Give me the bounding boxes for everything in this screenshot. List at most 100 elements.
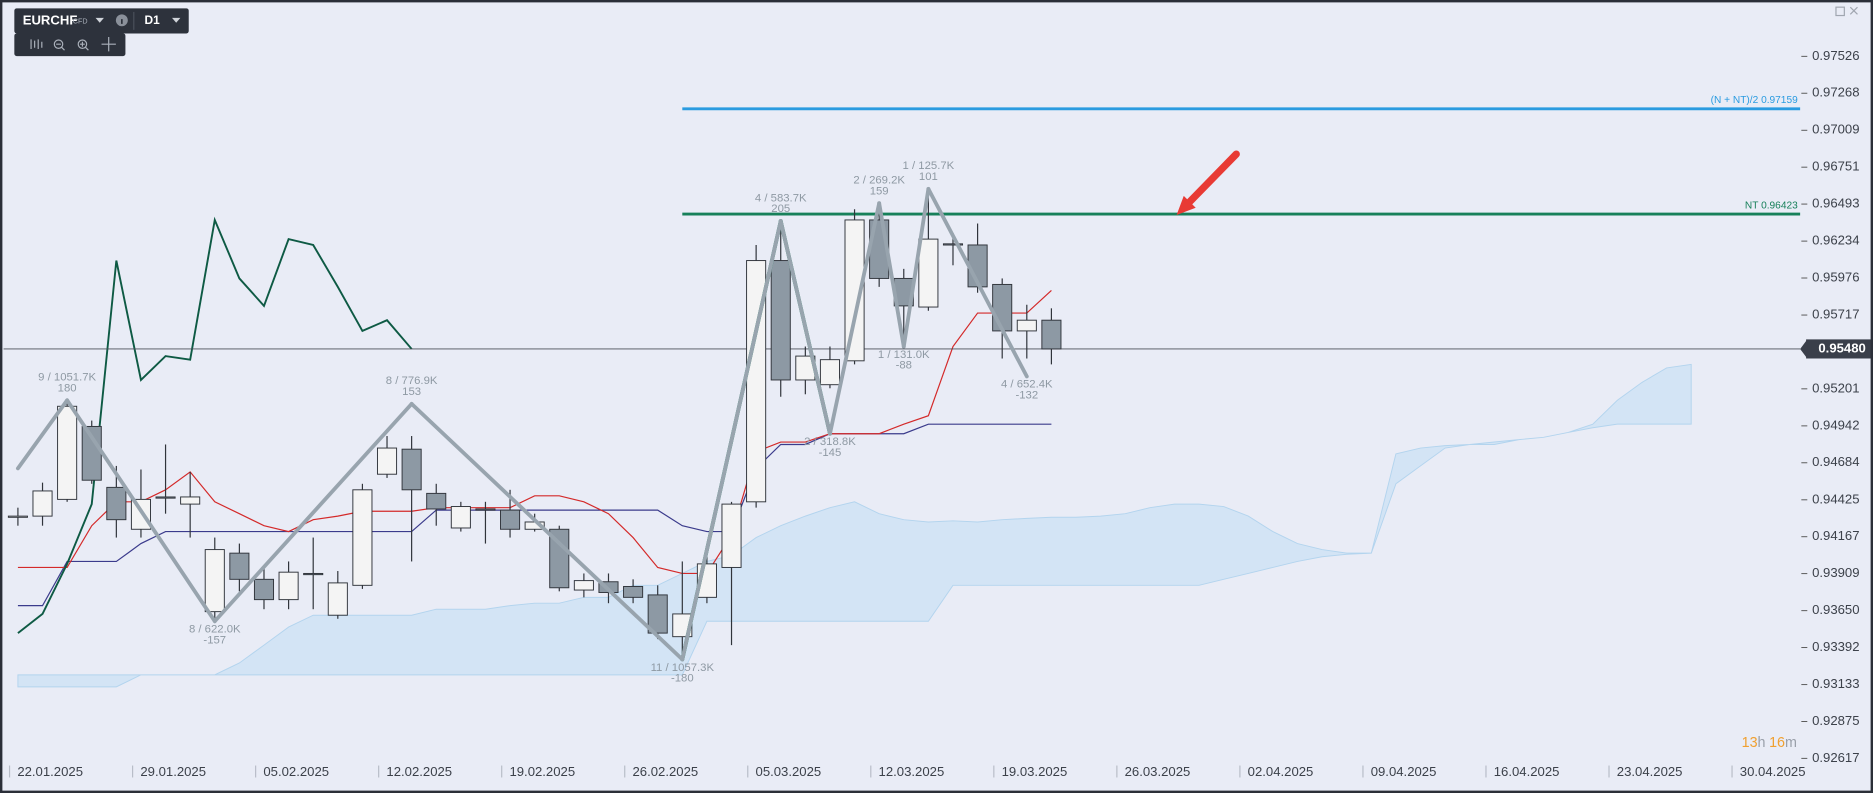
zigzag-count: 1 / 131.0K bbox=[878, 349, 930, 361]
candle-body bbox=[450, 506, 471, 529]
zigzag-segment bbox=[65, 398, 217, 624]
level-label: NT 0.96423 bbox=[1745, 200, 1798, 211]
zigzag-segment bbox=[778, 219, 832, 436]
candle-body bbox=[573, 580, 594, 591]
arrow-shaft bbox=[1184, 150, 1240, 207]
zigzag-segment bbox=[16, 398, 70, 471]
zigzag-segment bbox=[212, 401, 414, 624]
zigzag-count: 11 / 1057.3K bbox=[651, 662, 715, 674]
candle-body bbox=[844, 219, 865, 362]
zigzag-change: -180 bbox=[671, 673, 694, 685]
y-tick-label: 0.92617 bbox=[1812, 750, 1859, 765]
candle-body bbox=[278, 571, 299, 601]
y-tick-label: 0.96234 bbox=[1812, 233, 1859, 248]
zigzag-change: -145 bbox=[819, 447, 842, 459]
zigzag-change: 101 bbox=[919, 171, 938, 183]
y-tick-label: 0.93392 bbox=[1812, 639, 1859, 654]
zigzag-segment bbox=[409, 401, 685, 662]
y-tick-label: 0.92875 bbox=[1812, 713, 1859, 728]
timeframe[interactable]: D1 bbox=[145, 13, 161, 27]
candle-body bbox=[303, 572, 324, 576]
ichimoku-cloud bbox=[17, 363, 1692, 688]
zigzag-change: -88 bbox=[896, 360, 912, 372]
y-tick-label: 0.93909 bbox=[1812, 565, 1859, 580]
candle-body bbox=[942, 243, 964, 246]
candle-body bbox=[647, 594, 668, 634]
candle-body bbox=[204, 549, 225, 613]
zigzag-segment bbox=[877, 201, 906, 349]
zoom-in-icon[interactable] bbox=[77, 39, 88, 49]
candle-body bbox=[180, 496, 201, 505]
close-icon[interactable] bbox=[1849, 6, 1858, 15]
zigzag-change: 159 bbox=[870, 185, 889, 197]
y-tick-label: 0.94167 bbox=[1812, 528, 1859, 543]
y-tick-label: 0.95976 bbox=[1812, 269, 1859, 284]
zoom-in-glyph bbox=[80, 41, 89, 51]
x-tick-label: 30.04.2025 bbox=[1740, 764, 1806, 779]
y-tick-label: 0.94942 bbox=[1812, 417, 1859, 432]
candle-body bbox=[623, 585, 644, 598]
candle-body bbox=[253, 578, 275, 601]
y-tick-label: 0.97526 bbox=[1812, 48, 1859, 63]
last-price-pointer bbox=[1800, 339, 1808, 359]
zigzag-change: 153 bbox=[402, 386, 421, 398]
x-tick-label: 02.04.2025 bbox=[1248, 764, 1314, 779]
symbol-dropdown[interactable] bbox=[95, 17, 104, 23]
candle-body bbox=[155, 496, 176, 499]
tenkan-line bbox=[17, 290, 1052, 575]
y-tick-label: 0.95201 bbox=[1812, 380, 1859, 395]
candle-body bbox=[401, 448, 422, 491]
y-tick-label: 0.94425 bbox=[1812, 491, 1859, 506]
candle-body bbox=[106, 486, 127, 521]
x-tick-label: 19.02.2025 bbox=[509, 764, 575, 779]
zigzag-segment bbox=[828, 201, 882, 436]
chart-type-icon[interactable] bbox=[30, 39, 43, 49]
cloud-layer bbox=[17, 363, 1692, 688]
zigzag-count: 2 / 269.2K bbox=[853, 175, 905, 187]
candle-body bbox=[549, 528, 570, 589]
symbol-bar[interactable] bbox=[14, 8, 189, 34]
x-tick-label: 12.03.2025 bbox=[879, 764, 945, 779]
y-tick-label: 0.96751 bbox=[1812, 159, 1859, 174]
timeframe-dropdown[interactable] bbox=[172, 17, 181, 23]
y-tick-label: 0.93650 bbox=[1812, 602, 1859, 617]
symbol[interactable]: EURCHF bbox=[23, 12, 78, 27]
candle-body bbox=[475, 508, 496, 511]
candle-body bbox=[770, 260, 791, 381]
countdown-m: m bbox=[1785, 735, 1797, 751]
x-tick-label: 19.03.2025 bbox=[1002, 764, 1068, 779]
zigzag-segment bbox=[926, 187, 1029, 379]
info-glyph bbox=[121, 19, 123, 24]
candle-body bbox=[500, 509, 521, 530]
chikou-line bbox=[17, 216, 413, 634]
level-label: (N + NT)/2 0.97159 bbox=[1711, 95, 1798, 106]
crosshair-icon[interactable] bbox=[101, 37, 116, 52]
y-tick-label: 0.96493 bbox=[1812, 196, 1859, 211]
zigzag-segment bbox=[680, 219, 783, 662]
x-tick-label: 26.02.2025 bbox=[632, 764, 698, 779]
market: CFD bbox=[73, 17, 88, 25]
x-tick-label: 12.02.2025 bbox=[386, 764, 452, 779]
zigzag-count: 2 / 318.8K bbox=[804, 436, 856, 448]
y-tick-label: 0.95717 bbox=[1812, 307, 1859, 322]
candle-body bbox=[918, 238, 939, 308]
countdown-h: h bbox=[1758, 735, 1766, 751]
price-layer: 0.97526 0.97268 0.97009 0.96751 0.96493 0.962… bbox=[7, 48, 1873, 779]
y-tick-label: 0.97009 bbox=[1812, 122, 1859, 137]
x-tick-label: 16.04.2025 bbox=[1494, 764, 1560, 779]
zigzag-count: 8 / 622.0K bbox=[189, 624, 241, 636]
zigzag-count: 4 / 583.7K bbox=[755, 192, 807, 204]
maximize-icon[interactable] bbox=[1835, 6, 1845, 17]
x-tick-label: 09.04.2025 bbox=[1371, 764, 1437, 779]
candle-body bbox=[1016, 319, 1037, 332]
zoom-out-icon[interactable] bbox=[53, 39, 64, 49]
zigzag-change: -157 bbox=[203, 634, 226, 646]
zigzag-count: 9 / 1051.7K bbox=[38, 372, 96, 384]
x-tick-label: 05.03.2025 bbox=[756, 764, 822, 779]
candle-body bbox=[992, 283, 1013, 332]
candle-body bbox=[57, 405, 78, 500]
zigzag-change: -132 bbox=[1015, 390, 1038, 402]
candle-body bbox=[352, 489, 373, 586]
